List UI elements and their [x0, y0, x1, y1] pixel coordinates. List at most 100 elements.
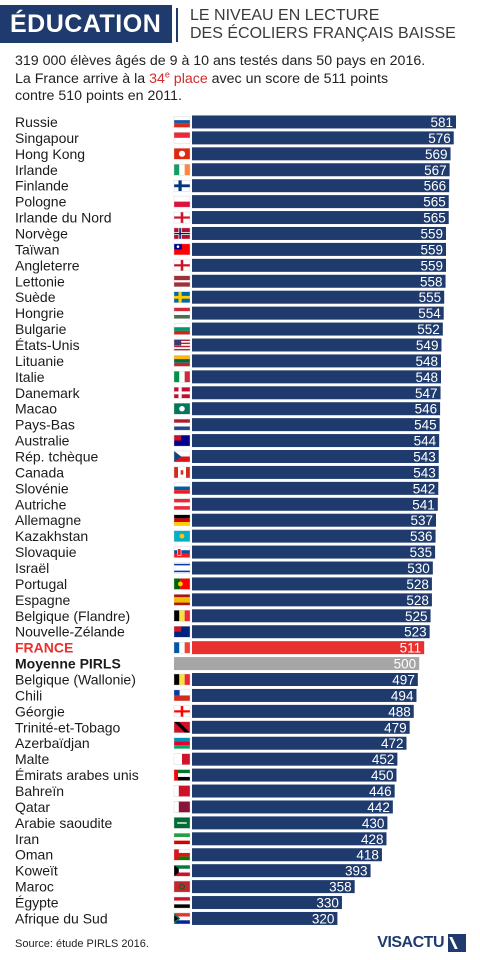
chart-row: Danemark 547: [15, 385, 441, 401]
bar: [192, 115, 456, 129]
chart-row: Italie 548: [15, 369, 442, 385]
value-label: 576: [428, 131, 451, 146]
iran-flag-icon: [173, 833, 191, 845]
chart-row: Trinité-et-Tobago 479: [15, 719, 410, 735]
value-label: 418: [356, 848, 379, 863]
chart-row: Chili 494: [15, 687, 417, 703]
sweden-flag-icon: [173, 291, 191, 303]
country-label: Danemark: [15, 385, 81, 401]
bar: [192, 911, 338, 925]
chart-row: Autriche 541: [15, 496, 438, 512]
bahrain-flag-icon: [173, 785, 191, 797]
bar: [192, 816, 388, 830]
bar: [192, 338, 442, 352]
value-label: 555: [419, 290, 442, 305]
value-label: 567: [424, 163, 447, 178]
chart-row: Macao 546: [15, 401, 441, 417]
header-divider: [176, 8, 178, 42]
bar: [192, 625, 430, 639]
bulgaria-flag-icon: [173, 323, 191, 335]
lithuania-flag-icon: [173, 355, 191, 367]
bar: [192, 163, 450, 177]
country-label: Kazakhstan: [15, 528, 88, 544]
country-label: Belgique (Wallonie): [15, 672, 136, 688]
chart-row: Malte 452: [15, 751, 398, 767]
chart-row: Pays-Bas 545: [15, 417, 440, 433]
chart-row: Pologne 565: [15, 194, 449, 210]
intro-text: 319 000 élèves âgés de 9 à 10 ans testés…: [15, 53, 470, 106]
intro-line-2: La France arrive à la 34e place avec un …: [15, 69, 470, 89]
country-label: Azerbaïdjan: [15, 735, 90, 751]
value-label: 525: [405, 609, 428, 624]
country-label: Portugal: [15, 576, 67, 592]
bar: [192, 577, 432, 591]
country-label: Moyenne PIRLS: [15, 656, 121, 672]
value-label: 450: [371, 768, 394, 783]
bar: [192, 513, 437, 527]
country-label: Hongrie: [15, 305, 64, 321]
chart-row: Iran 428: [15, 831, 387, 847]
country-label: Norvège: [15, 225, 68, 241]
chart-row: Azerbaïdjan 472: [15, 735, 407, 751]
value-label: 546: [415, 402, 438, 417]
country-label: Slovénie: [15, 480, 69, 496]
denmark-flag-icon: [173, 387, 191, 399]
value-label: 472: [381, 736, 404, 751]
country-label: FRANCE: [15, 640, 73, 656]
uae-flag-icon: [173, 769, 191, 781]
value-label: 541: [412, 497, 435, 512]
value-label: 494: [391, 688, 414, 703]
chart-row: Portugal 528: [15, 576, 432, 592]
source-note: Source: étude PIRLS 2016.: [15, 938, 149, 950]
poland-flag-icon: [173, 195, 191, 208]
intro-line-2-before: La France arrive à la: [15, 70, 150, 87]
bar: [192, 290, 445, 304]
value-label: 543: [413, 465, 436, 480]
chart-row: Rép. tchèque 543: [15, 448, 439, 464]
section-tag: ÉDUCATION: [0, 5, 172, 43]
value-label: 549: [416, 338, 439, 353]
country-label: Singapour: [15, 130, 79, 146]
value-label: 537: [410, 513, 433, 528]
value-label: 559: [420, 226, 443, 241]
country-label: Italie: [15, 369, 45, 385]
country-label: Belgique (Flandre): [15, 608, 130, 624]
value-label: 543: [413, 449, 436, 464]
trinidad-flag-icon: [173, 721, 191, 734]
bar: [192, 274, 446, 288]
oman-flag-icon: [173, 849, 191, 861]
bar: [192, 593, 432, 607]
value-label: 535: [410, 545, 433, 560]
chart-row: Belgique (Flandre) 525: [15, 608, 431, 624]
latvia-flag-icon: [173, 275, 191, 287]
chart-row: Slovénie 542: [15, 480, 439, 496]
chart-row: Irlande 567: [15, 162, 450, 178]
country-label: Suède: [15, 289, 56, 305]
slovakia-flag-icon: [173, 546, 191, 558]
value-label: 558: [420, 274, 443, 289]
chart-row: Finlande 566: [15, 178, 450, 194]
france-flag-icon: [173, 641, 191, 654]
chart-row: Allemagne 537: [15, 512, 437, 528]
chart-row: Bahreïn 446: [15, 783, 395, 799]
bar: [192, 242, 447, 256]
country-label: Finlande: [15, 178, 69, 194]
value-label: 488: [388, 704, 411, 719]
country-label: Pologne: [15, 194, 67, 210]
value-label: 430: [362, 816, 385, 831]
rank-number: 34: [149, 70, 165, 87]
norway-flag-icon: [173, 227, 191, 240]
country-label: Macao: [15, 401, 57, 417]
bar: [192, 641, 425, 655]
canada-flag-icon: [173, 466, 191, 479]
country-label: Nouvelle-Zélande: [15, 624, 125, 640]
hong-kong-flag-icon: [173, 148, 191, 160]
chart-row: Bulgarie 552: [15, 321, 443, 337]
value-label: 428: [361, 832, 384, 847]
bar: [192, 481, 439, 495]
bar: [192, 880, 355, 894]
value-label: 566: [424, 179, 447, 194]
bar: [192, 784, 395, 798]
country-label: Chili: [15, 687, 42, 703]
